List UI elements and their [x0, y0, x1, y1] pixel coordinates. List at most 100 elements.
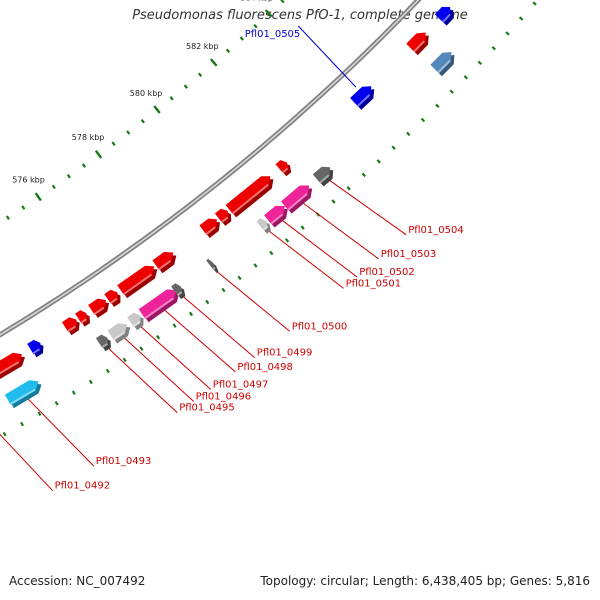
gene-label: Pfl01_0500	[292, 321, 348, 332]
forward-gene	[107, 323, 131, 344]
major-tick	[209, 58, 218, 67]
reverse-gene	[434, 6, 454, 26]
inner-tick-ring	[5, 0, 285, 220]
gene-arrow-highlight	[0, 361, 20, 375]
tick-mark	[391, 145, 396, 150]
forward-gene	[264, 205, 288, 228]
tick-mark	[505, 31, 510, 36]
gene-label: Pfl01_0502	[359, 267, 415, 278]
tick-mark	[20, 421, 24, 427]
tick-label: 584 kbp	[240, 0, 273, 3]
major-tick	[264, 9, 273, 18]
accession-text: Accession: NC_007492	[9, 574, 146, 588]
tick-mark	[205, 299, 210, 305]
gene-label: Pfl01_0497	[213, 380, 269, 391]
gene-label-leader	[28, 398, 95, 467]
major-tick	[153, 105, 161, 114]
gene-arrow-highlight	[356, 94, 371, 107]
gene-arrow-highlight	[80, 318, 87, 324]
gene-label: Pfl01_0499	[257, 348, 313, 359]
tick-mark	[463, 75, 469, 80]
gene-arrow-highlight	[442, 13, 451, 23]
tick-mark	[225, 48, 231, 53]
tick-mark	[449, 89, 454, 94]
gene-arrow-highlight	[262, 225, 268, 231]
tick-label: 582 kbp	[186, 42, 219, 51]
tick-mark	[37, 411, 42, 417]
gene-label-leader	[164, 310, 236, 373]
backbone-outer	[0, 0, 422, 338]
tick-mark	[81, 163, 86, 168]
gene-label-leader	[217, 271, 291, 332]
tick-mark	[280, 0, 285, 4]
tick-mark	[169, 96, 174, 101]
tick-mark	[284, 238, 290, 243]
gene-arrow-highlight	[221, 216, 229, 223]
reverse-gene	[275, 160, 292, 177]
gene-arrow	[152, 251, 174, 271]
map-title: Pseudomonas fluorescens PfO-1, complete …	[132, 8, 468, 23]
tick-mark	[105, 368, 110, 374]
gene-label-leader	[269, 231, 344, 289]
forward-gene	[138, 289, 180, 323]
gene-arrow-highlight	[9, 388, 36, 406]
forward-gene	[281, 185, 313, 214]
gene-arrow	[430, 52, 452, 74]
gene-arrow-highlight	[113, 331, 125, 341]
tick-mark	[420, 117, 426, 123]
gene-arrow	[117, 265, 155, 296]
tick-mark	[139, 346, 144, 351]
gene-arrow	[406, 32, 426, 53]
forward-gene	[171, 283, 186, 300]
major-tick	[34, 192, 42, 202]
gene-label-leader	[303, 202, 379, 260]
gene-arrow-highlight	[231, 183, 269, 215]
gene-label-leader	[124, 337, 194, 402]
tick-mark	[54, 401, 59, 406]
gene-label-leader	[183, 296, 256, 359]
tick-label: 580 kbp	[130, 89, 163, 98]
tick-mark	[376, 159, 381, 164]
gene-arrow-highlight	[281, 167, 289, 174]
backbone-highlight	[0, 0, 420, 336]
tick-mark	[5, 215, 10, 220]
gene-label: Pfl01_0505	[245, 29, 301, 40]
gene-arrow-highlight	[287, 193, 308, 211]
gene-arrow-highlight	[101, 342, 108, 349]
gene-arrow	[206, 258, 216, 270]
forward-gene	[4, 380, 42, 409]
tick-mark	[269, 250, 274, 256]
genome-summary-text: Topology: circular; Length: 6,438,405 bp…	[260, 574, 590, 588]
gene-arrow	[281, 185, 310, 211]
gene-label-leader	[329, 180, 407, 236]
forward-gene	[95, 334, 111, 352]
gene-arrow-highlight	[32, 348, 41, 355]
tick-label: 576 kbp	[12, 175, 45, 184]
gene-arrow-highlight	[413, 40, 426, 53]
major-tick	[94, 149, 103, 159]
tick-mark	[51, 184, 56, 190]
gene-arrow-highlight	[132, 321, 141, 328]
gene-label-leader	[108, 348, 178, 413]
forward-gene	[127, 312, 144, 331]
gene-arrow-highlight	[122, 273, 153, 296]
gene-arrow-highlight	[205, 226, 216, 235]
tick-mark	[239, 36, 244, 41]
tick-mark	[300, 225, 305, 230]
tick-mark	[253, 23, 258, 29]
tick-mark	[188, 311, 194, 317]
tick-mark	[532, 1, 537, 6]
gene-arrow	[138, 289, 177, 320]
gene-arrow	[107, 323, 128, 341]
tick-mark	[21, 205, 26, 210]
forward-gene	[312, 166, 334, 187]
reverse-gene	[104, 289, 121, 307]
gene-label: Pfl01_0504	[408, 225, 464, 236]
forward-gene	[206, 258, 219, 273]
tick-mark	[71, 390, 76, 395]
gene-arrow-highlight	[319, 174, 330, 184]
tick-mark	[66, 173, 71, 179]
gene-arrow	[225, 176, 271, 215]
tick-mark	[518, 16, 524, 21]
